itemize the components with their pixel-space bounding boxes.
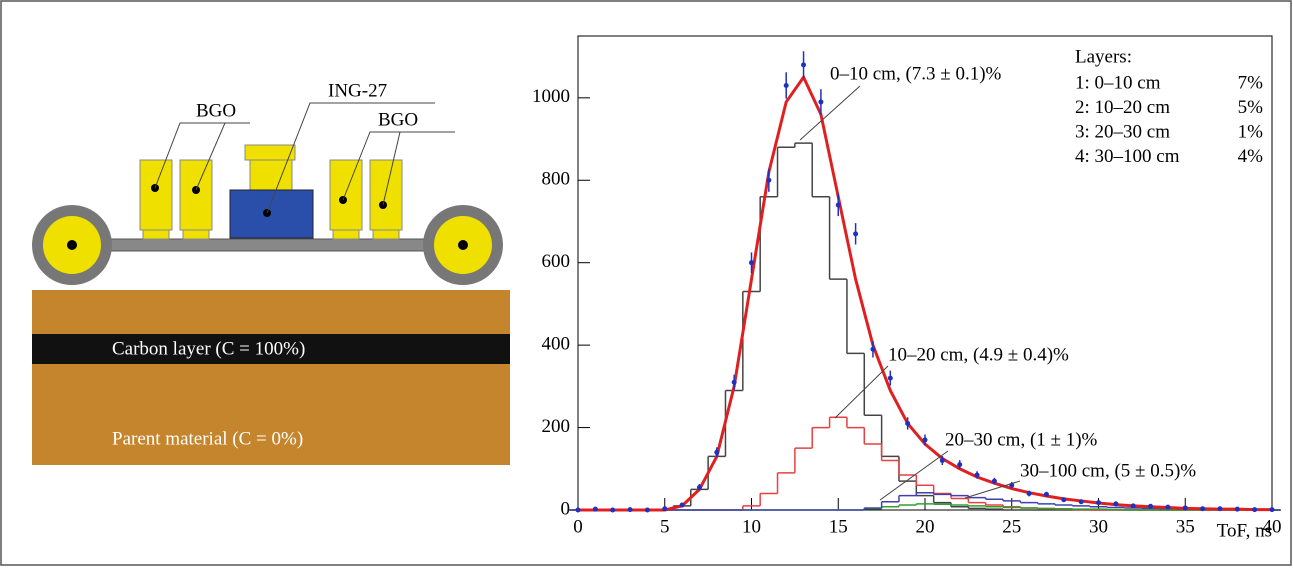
data-point: [1078, 499, 1084, 505]
data-point: [1096, 500, 1101, 506]
legend-value: 1%: [1238, 121, 1264, 142]
data-point: [1130, 503, 1136, 509]
x-tick-label: 10: [742, 516, 761, 537]
x-tick-label: 0: [573, 516, 583, 537]
data-point: [991, 478, 997, 484]
chart: ToF, ns 0 5 10 15 20 25 30 35 400200400600800100…: [532, 35, 1282, 541]
data-point: [1148, 503, 1154, 509]
leader: [799, 85, 861, 141]
legend-label: 3: 20–30 cm: [1075, 121, 1170, 142]
data-point: [835, 202, 841, 208]
legend-value: 7%: [1238, 72, 1264, 93]
x-axis-label: ToF, ns: [1217, 520, 1272, 541]
y-tick-label: 1000: [532, 86, 570, 107]
leader: [879, 450, 949, 501]
dot: [458, 240, 468, 250]
data-point: [696, 484, 702, 490]
x-tick-label: 15: [829, 516, 848, 537]
data-point: [1234, 506, 1240, 512]
data-point: [922, 437, 928, 443]
carbon-layer: [32, 334, 510, 364]
annotation: 30–100 cm, (5 ± 0.5)%: [1020, 460, 1196, 481]
data-point: [1113, 501, 1119, 507]
y-tick-label: 400: [542, 333, 571, 354]
legend-value: 5%: [1238, 97, 1264, 118]
x-tick-label: 5: [660, 516, 670, 537]
data-point: [1026, 491, 1032, 497]
data-point: [627, 507, 633, 513]
legend-label: 4: 30–100 cm: [1075, 146, 1180, 167]
y-tick-label: 800: [542, 169, 571, 190]
data-point: [1200, 506, 1206, 512]
data-point: [939, 458, 945, 464]
detectors: [139, 144, 403, 240]
data-point: [887, 375, 893, 381]
diagram: BGO ING-27 BGO Carbon layer (C = 100%) P…: [32, 80, 510, 465]
data-point: [749, 260, 754, 266]
legend-title: Layers:: [1075, 46, 1132, 67]
legend-label: 2: 10–20 cm: [1075, 97, 1170, 118]
data-point: [1252, 507, 1258, 513]
x-tick-label: 35: [1176, 516, 1195, 537]
data-point: [731, 379, 737, 385]
data-point: [644, 507, 650, 513]
data-point: [1165, 504, 1171, 510]
data-point: [1061, 497, 1067, 503]
leaders: [154, 102, 455, 214]
x-tick-label: 25: [1002, 516, 1021, 537]
label: Parent material (C = 0%): [112, 428, 303, 449]
annotation: 20–30 cm, (1 ± 1)%: [945, 429, 1098, 450]
leader: [964, 480, 1021, 499]
data-point: [957, 462, 963, 468]
data-point: [679, 502, 685, 508]
label: BGO: [196, 100, 236, 121]
data-point: [1217, 506, 1223, 512]
data-point: [575, 507, 581, 513]
data-point: [974, 472, 980, 478]
axle: [71, 238, 465, 252]
data-point: [783, 82, 789, 88]
data-point: [592, 506, 598, 512]
dot: [67, 240, 77, 250]
x-tick-label: 40: [1263, 516, 1282, 537]
label: ING-27: [328, 80, 387, 101]
label: BGO: [378, 109, 418, 130]
soil: [32, 290, 510, 465]
x-tick-label: 20: [916, 516, 935, 537]
ing-27-box: [229, 189, 314, 239]
annotation: 10–20 cm, (4.9 ± 0.4)%: [888, 344, 1069, 365]
legend-value: 4%: [1238, 146, 1264, 167]
x-tick-label: 30: [1089, 516, 1108, 537]
data-point: [1043, 491, 1049, 497]
legend-label: 1: 0–10 cm: [1075, 72, 1161, 93]
y-tick-label: 0: [561, 498, 571, 519]
data-point: [818, 99, 824, 105]
data-point: [662, 506, 668, 512]
data-point: [853, 231, 859, 237]
label: Carbon layer (C = 100%): [112, 338, 305, 359]
data-point: [1269, 507, 1275, 513]
data-point: [905, 420, 911, 426]
y-tick-label: 600: [542, 251, 571, 272]
leader: [834, 365, 889, 419]
data-point: [766, 177, 772, 183]
data-point: [714, 449, 720, 455]
annotation: 0–10 cm, (7.3 ± 0.1)%: [830, 63, 1002, 84]
data-point: [801, 62, 807, 68]
y-tick-label: 200: [542, 416, 571, 437]
data-point: [870, 346, 876, 352]
data-point: [610, 507, 616, 513]
data-point: [1182, 505, 1188, 511]
